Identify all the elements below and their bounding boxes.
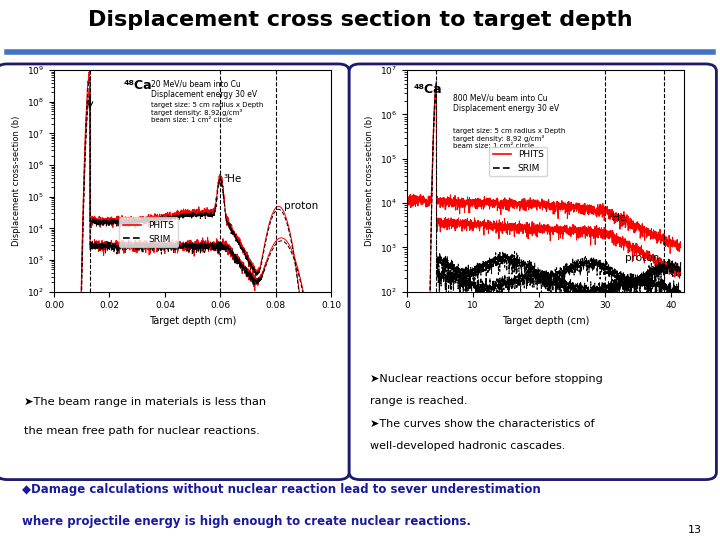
Text: ➤Nuclear reactions occur before stopping: ➤Nuclear reactions occur before stopping bbox=[370, 374, 603, 383]
Text: proton: proton bbox=[624, 253, 659, 262]
Y-axis label: Displacement cross-section (b): Displacement cross-section (b) bbox=[12, 116, 22, 246]
FancyBboxPatch shape bbox=[0, 64, 349, 480]
Text: ➤The curves show the characteristics of: ➤The curves show the characteristics of bbox=[370, 418, 595, 428]
Y-axis label: Displacement cross-section (b): Displacement cross-section (b) bbox=[365, 116, 374, 246]
Text: the mean free path for nuclear reactions.: the mean free path for nuclear reactions… bbox=[24, 426, 260, 436]
Text: Displacement cross section to target depth: Displacement cross section to target dep… bbox=[88, 10, 632, 30]
Text: ³He: ³He bbox=[223, 174, 241, 184]
Text: ⁴⁸Ca: ⁴⁸Ca bbox=[123, 79, 152, 92]
Text: 20 MeV/u beam into Cu
Displacement energy 30 eV: 20 MeV/u beam into Cu Displacement energ… bbox=[151, 80, 257, 99]
Text: range is reached.: range is reached. bbox=[370, 396, 468, 406]
Text: proton: proton bbox=[284, 201, 318, 211]
Text: 13: 13 bbox=[688, 525, 702, 535]
Text: 800 MeV/u beam into Cu
Displacement energy 30 eV: 800 MeV/u beam into Cu Displacement ener… bbox=[453, 93, 559, 113]
Text: ➤The beam range in materials is less than: ➤The beam range in materials is less tha… bbox=[24, 396, 266, 407]
Legend: PHITS, SRIM: PHITS, SRIM bbox=[120, 218, 178, 247]
Text: where projectile energy is high enough to create nuclear reactions.: where projectile energy is high enough t… bbox=[22, 515, 471, 528]
FancyBboxPatch shape bbox=[349, 64, 716, 480]
Text: target size: 5 cm radius x Depth
target density: 8.92 g/cm³
beam size: 1 cm² cir: target size: 5 cm radius x Depth target … bbox=[453, 128, 565, 149]
Text: target size: 5 cm radius x Depth
target density: 8.92 g/cm³
beam size: 1 cm² cir: target size: 5 cm radius x Depth target … bbox=[151, 102, 264, 123]
Legend: PHITS, SRIM: PHITS, SRIM bbox=[489, 147, 547, 177]
Text: well-developed hadronic cascades.: well-developed hadronic cascades. bbox=[370, 441, 566, 451]
Text: ◆Damage calculations without nuclear reaction lead to sever underestimation: ◆Damage calculations without nuclear rea… bbox=[22, 483, 540, 496]
X-axis label: Target depth (cm): Target depth (cm) bbox=[149, 316, 236, 326]
X-axis label: Target depth (cm): Target depth (cm) bbox=[502, 316, 589, 326]
Text: ³He: ³He bbox=[608, 213, 626, 222]
Text: ⁴⁸Ca: ⁴⁸Ca bbox=[413, 83, 442, 96]
